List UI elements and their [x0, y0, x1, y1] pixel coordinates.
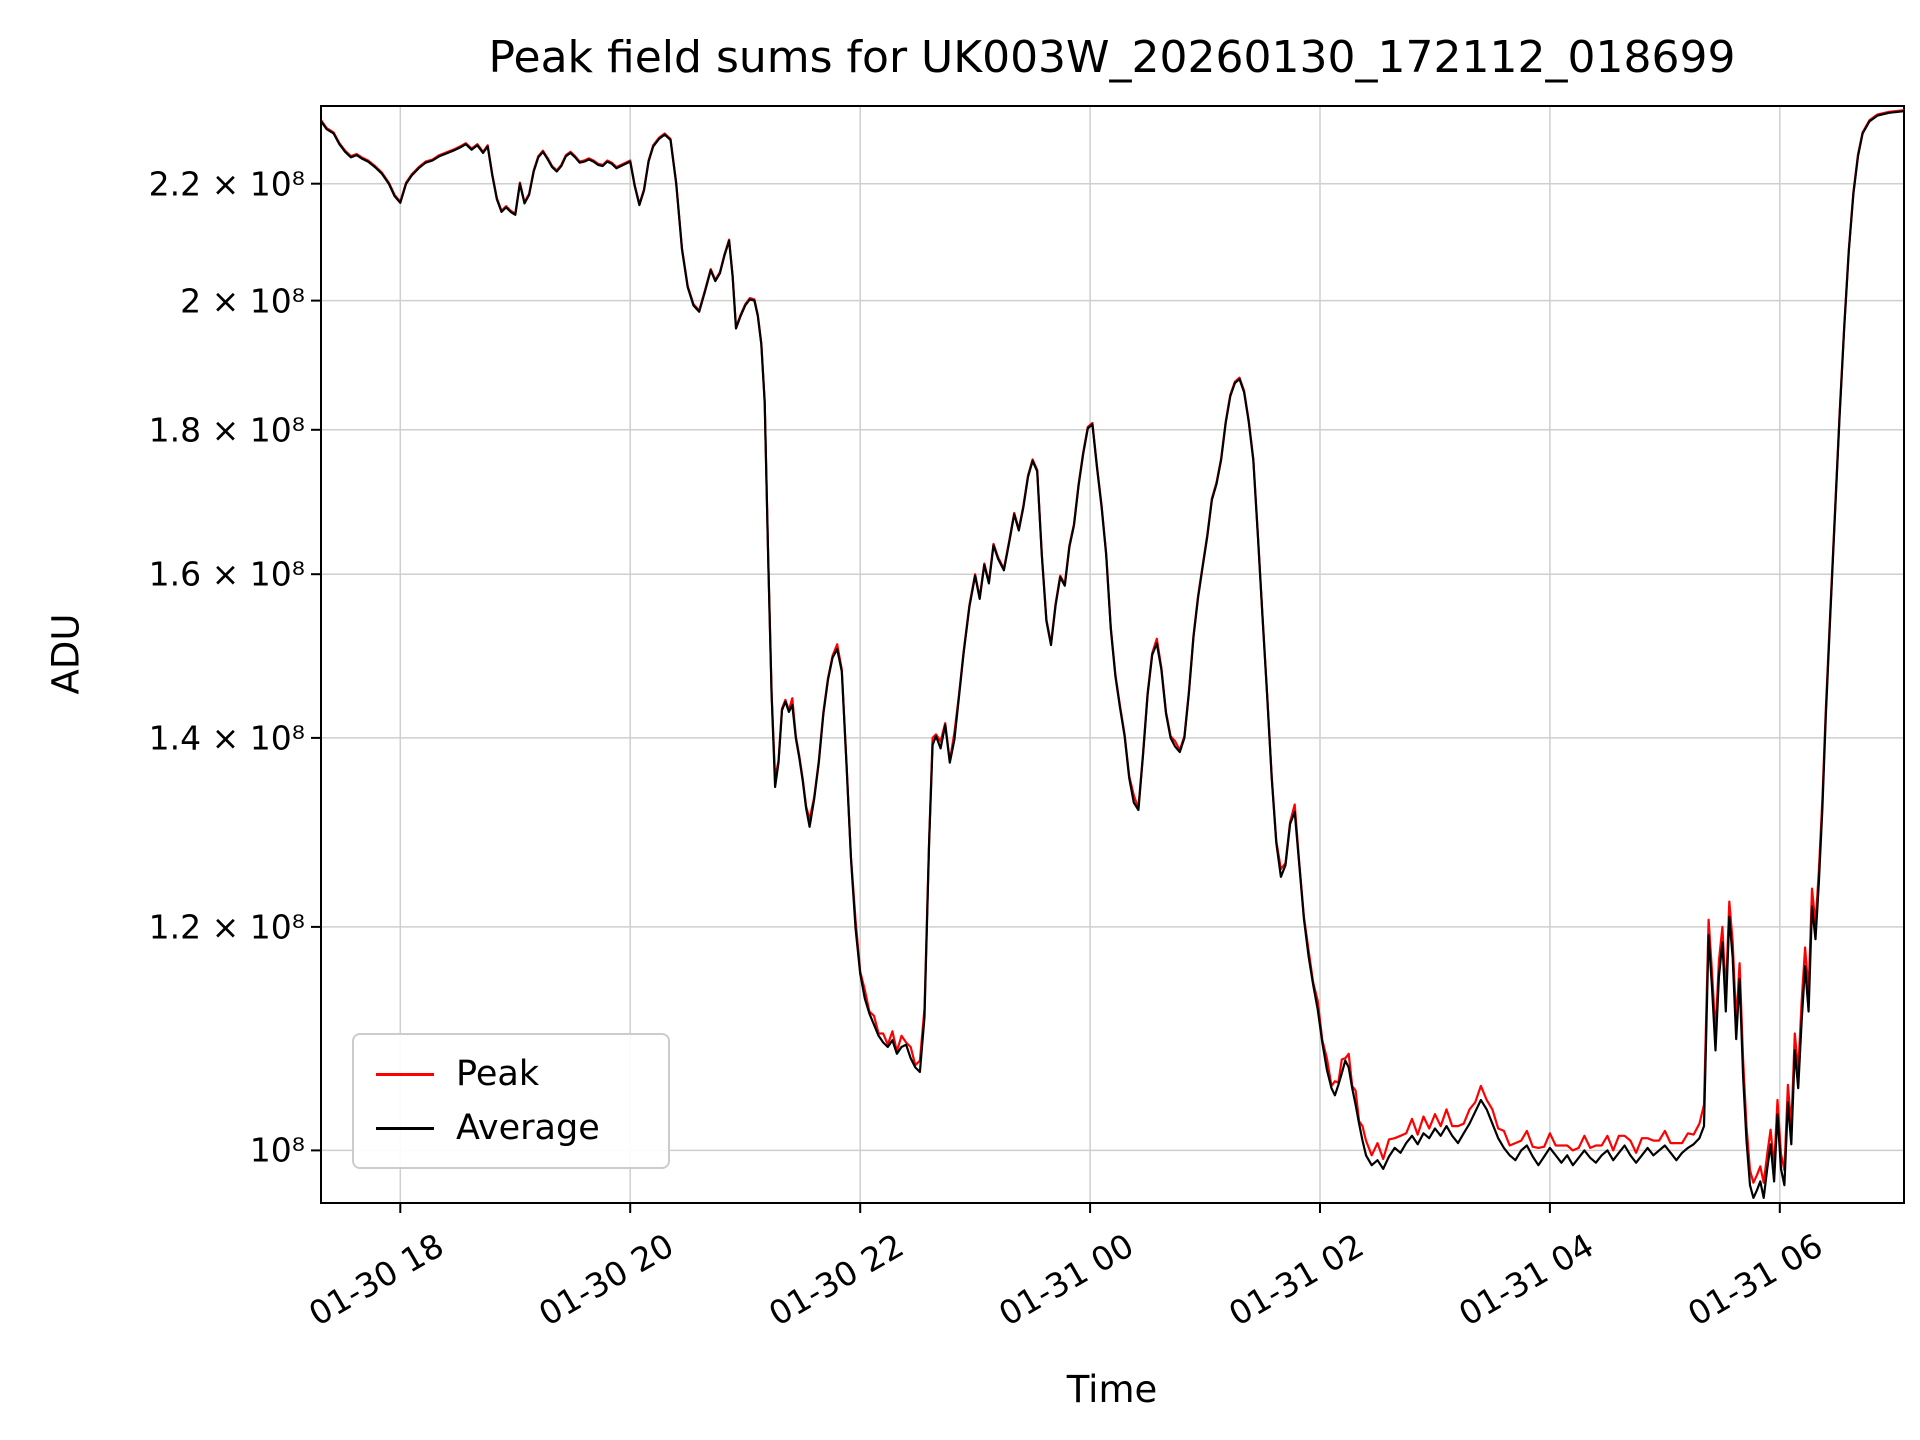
legend: Peak Average: [352, 1033, 670, 1169]
plot-border: [320, 105, 1905, 1204]
y-tick-label: 1.2 × 10⁸: [148, 907, 305, 947]
chart-title: Peak field sums for UK003W_20260130_1721…: [488, 32, 1736, 83]
y-tick-label: 1.8 × 10⁸: [148, 410, 305, 450]
y-axis-label: ADU: [44, 613, 88, 695]
peak-line-swatch: [376, 1072, 434, 1076]
average-line-swatch: [376, 1126, 434, 1130]
legend-item-average: Average: [354, 1101, 668, 1155]
legend-item-peak: Peak: [354, 1047, 668, 1101]
legend-label-peak: Peak: [456, 1054, 540, 1094]
y-tick-label: 1.4 × 10⁸: [148, 718, 305, 758]
x-axis-label: Time: [1066, 1368, 1158, 1411]
legend-label-average: Average: [456, 1108, 600, 1148]
y-tick-label: 2 × 10⁸: [180, 281, 305, 321]
y-tick-label: 1.6 × 10⁸: [148, 554, 305, 594]
average-series-line: [321, 110, 1904, 1199]
y-tick-label: 2.2 × 10⁸: [148, 164, 305, 204]
y-tick-label: 10⁸: [249, 1130, 305, 1170]
